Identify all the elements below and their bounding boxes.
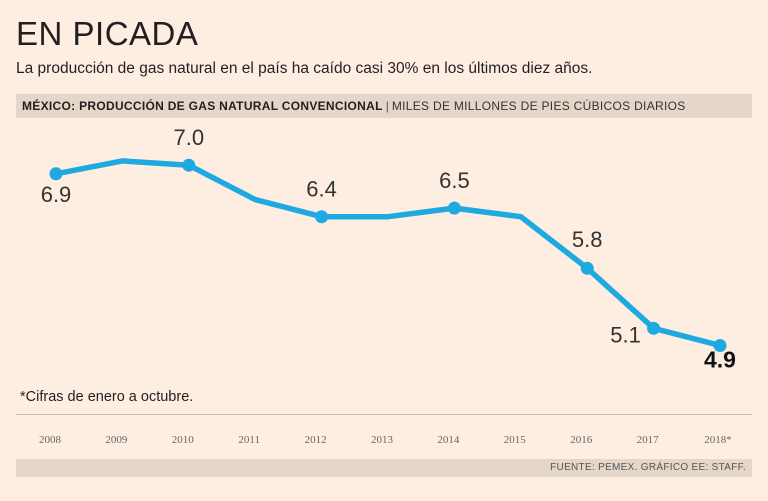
subtitle: La producción de gas natural en el país … (16, 60, 593, 77)
x-tick-label-2008: 2008 (39, 434, 62, 446)
separator: | (385, 99, 389, 113)
data-label-2018*: 4.9 (704, 346, 736, 372)
source-band: FUENTE: PEMEX. GRÁFICO EE: STAFF. (16, 459, 752, 477)
x-tick-label-2009: 2009 (105, 434, 128, 446)
data-point-2012 (315, 210, 329, 224)
data-point-2010 (182, 158, 196, 172)
x-tick-label-2014: 2014 (437, 434, 460, 446)
x-tick-label-2011: 2011 (238, 434, 260, 446)
x-tick-label-2013: 2013 (371, 434, 394, 446)
data-label-2014: 6.5 (439, 168, 470, 193)
data-point-2017 (647, 321, 661, 335)
page-title: EN PICADA (16, 15, 199, 52)
x-tick-label-2018*: 2018* (704, 434, 732, 446)
source-credit: FUENTE: PEMEX. GRÁFICO EE: STAFF. (550, 462, 746, 473)
chart-header-band: MÉXICO: PRODUCCIÓN DE GAS NATURAL CONVEN… (16, 94, 752, 118)
data-label-2016: 5.8 (572, 227, 603, 252)
data-label-2010: 7.0 (174, 125, 205, 150)
x-tick-label-2016: 2016 (570, 434, 593, 446)
data-point-2018* (713, 338, 727, 352)
chart-units: MILES DE MILLONES DE PIES CÚBICOS DIARIO… (391, 99, 686, 113)
x-tick-label-2015: 2015 (504, 434, 527, 446)
x-tick-label-2012: 2012 (305, 434, 327, 446)
chart-title: MÉXICO: PRODUCCIÓN DE GAS NATURAL CONVEN… (22, 99, 383, 113)
x-tick-label-2010: 2010 (172, 434, 195, 446)
footnote: *Cifras de enero a octubre. (20, 389, 194, 405)
data-label-2017: 5.1 (610, 322, 641, 347)
x-tick-label-2017: 2017 (637, 434, 660, 446)
series-line (53, 158, 723, 349)
data-point-2014 (447, 201, 461, 215)
data-label-2008: 6.9 (41, 182, 72, 207)
data-point-2008 (49, 167, 63, 181)
data-label-2012: 6.4 (306, 177, 337, 202)
data-point-2016 (580, 261, 594, 275)
